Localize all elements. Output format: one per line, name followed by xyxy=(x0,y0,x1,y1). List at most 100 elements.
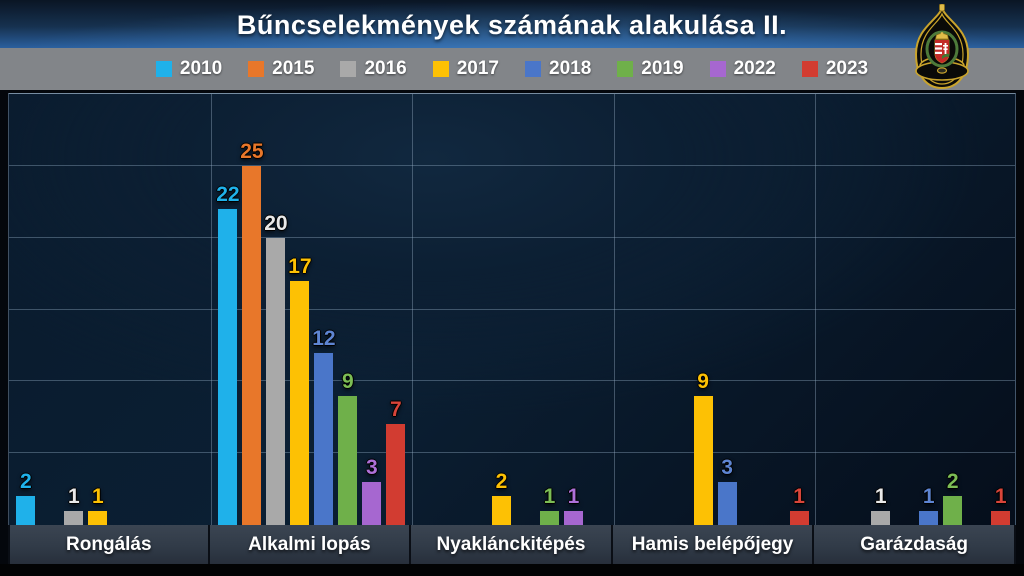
bar-slot: 1 xyxy=(919,94,939,525)
legend-item-2019: 2019 xyxy=(617,58,684,80)
bar-2010 xyxy=(16,496,36,525)
legend-swatch xyxy=(801,61,818,77)
gridline-10 xyxy=(9,380,1015,382)
bar-value-label: 1 xyxy=(994,484,1007,508)
legend-year-label: 2022 xyxy=(733,58,776,79)
legend-swatch xyxy=(525,61,541,77)
bar-slot: 2 xyxy=(943,94,963,525)
legend-year-label: 2015 xyxy=(272,58,315,79)
bar-value-label: 9 xyxy=(697,369,709,393)
gridline-5 xyxy=(9,452,1015,454)
category-label: Garázdaság xyxy=(860,533,969,555)
bar-slot xyxy=(420,94,439,525)
bar-slot: 22 xyxy=(216,94,240,525)
gridline-30 xyxy=(9,93,1015,94)
bar-2017 xyxy=(491,496,511,525)
bar-value-label: 7 xyxy=(390,398,402,422)
bar-value-label: 12 xyxy=(312,326,336,350)
bar-slot xyxy=(646,94,665,525)
bar-group-2: 22 25 20 17 12 9 3 7 xyxy=(210,94,413,525)
bar-2023 xyxy=(789,510,809,525)
bar-2019 xyxy=(338,395,358,525)
category-label: Rongálás xyxy=(66,533,152,555)
bar-slot xyxy=(967,94,986,525)
bar-slot: 7 xyxy=(386,94,406,525)
bar-2010 xyxy=(218,208,238,525)
bar-value-label: 2 xyxy=(495,470,508,494)
page-title: Bűncselekmények számának alakulása II. xyxy=(236,10,788,40)
legend-item-2015: 2015 xyxy=(248,58,314,80)
bar-2019 xyxy=(943,496,963,525)
legend-year-label: 2016 xyxy=(364,58,407,79)
bar-value-label: 2 xyxy=(19,470,32,494)
bar-slot xyxy=(516,94,535,525)
legend-swatch xyxy=(432,61,449,77)
bar-slot xyxy=(468,94,487,525)
bar-value-label: 1 xyxy=(91,484,104,508)
bar-slot xyxy=(136,94,155,525)
category-box-5: Garázdaság xyxy=(814,525,1016,564)
bar-slot xyxy=(588,94,607,525)
police-badge-logo xyxy=(904,3,980,92)
legend-swatch xyxy=(340,61,357,77)
bar-slot: 2 xyxy=(491,94,511,525)
bar-2015 xyxy=(242,165,262,525)
legend-swatch xyxy=(709,61,726,77)
bar-2016 xyxy=(266,237,286,525)
bar-value-label: 25 xyxy=(240,139,264,163)
legend-item-2018: 2018 xyxy=(525,58,591,80)
bar-slot: 3 xyxy=(717,94,737,525)
title-band: Bűncselekmények számának alakulása II. xyxy=(0,0,1024,48)
legend-year-label: 2019 xyxy=(641,58,684,79)
category-axis: Rongálás Alkalmi lopás Nyaklánckitépés Hami… xyxy=(8,525,1016,564)
category-label: Hamis belépőjegy xyxy=(631,533,794,555)
bar-slot: 1 xyxy=(539,94,559,525)
bar-slot xyxy=(823,94,842,525)
bar-slot: 20 xyxy=(264,94,288,525)
bar-group-4: 9 3 1 xyxy=(613,94,816,525)
bar-chart: 2 1 1 22 25 20 17 12 9 3 7 2 1 1 9 3 1 1 1 2 1 Rongálás Alkal… xyxy=(0,90,1024,576)
bar-value-label: 17 xyxy=(288,254,312,278)
bar-2019 xyxy=(539,510,559,525)
bar-2018 xyxy=(717,481,737,525)
bar-slot: 1 xyxy=(789,94,809,525)
bar-slot xyxy=(184,94,203,525)
bar-2018 xyxy=(919,510,939,525)
bar-2023 xyxy=(991,510,1011,525)
bar-slot: 1 xyxy=(991,94,1011,525)
bar-slot xyxy=(444,94,463,525)
plot-area: 2 1 1 22 25 20 17 12 9 3 7 2 1 1 9 3 1 1 1 2 1 xyxy=(8,93,1016,525)
bar-value-label: 9 xyxy=(342,369,354,393)
bar-2018 xyxy=(314,352,334,525)
bar-slot: 17 xyxy=(288,94,312,525)
bar-2016 xyxy=(871,510,891,525)
legend-swatch xyxy=(155,61,172,77)
police-badge-icon xyxy=(914,3,970,90)
bar-slot xyxy=(160,94,179,525)
gridline-20 xyxy=(9,236,1015,238)
bar-slot xyxy=(622,94,641,525)
bar-slot: 3 xyxy=(362,94,382,525)
legend-item-2023: 2023 xyxy=(801,58,869,80)
bar-slot xyxy=(112,94,131,525)
legend-year-label: 2017 xyxy=(456,58,499,79)
legend-item-2017: 2017 xyxy=(432,58,499,80)
bar-2022 xyxy=(563,510,583,525)
bottom-band xyxy=(0,564,1024,576)
bar-slot: 9 xyxy=(693,94,713,525)
gridline-15 xyxy=(9,308,1015,310)
bar-slot: 12 xyxy=(312,94,336,525)
bar-slot: 25 xyxy=(240,94,264,525)
bar-slot xyxy=(895,94,914,525)
bar-slot xyxy=(670,94,689,525)
legend-year-label: 2023 xyxy=(825,58,869,79)
bar-slot: 1 xyxy=(871,94,891,525)
bar-slot xyxy=(847,94,866,525)
bar-value-label: 1 xyxy=(67,484,80,508)
bar-value-label: 1 xyxy=(793,484,805,508)
bar-value-label: 1 xyxy=(874,484,887,508)
legend-item-2022: 2022 xyxy=(709,58,776,80)
